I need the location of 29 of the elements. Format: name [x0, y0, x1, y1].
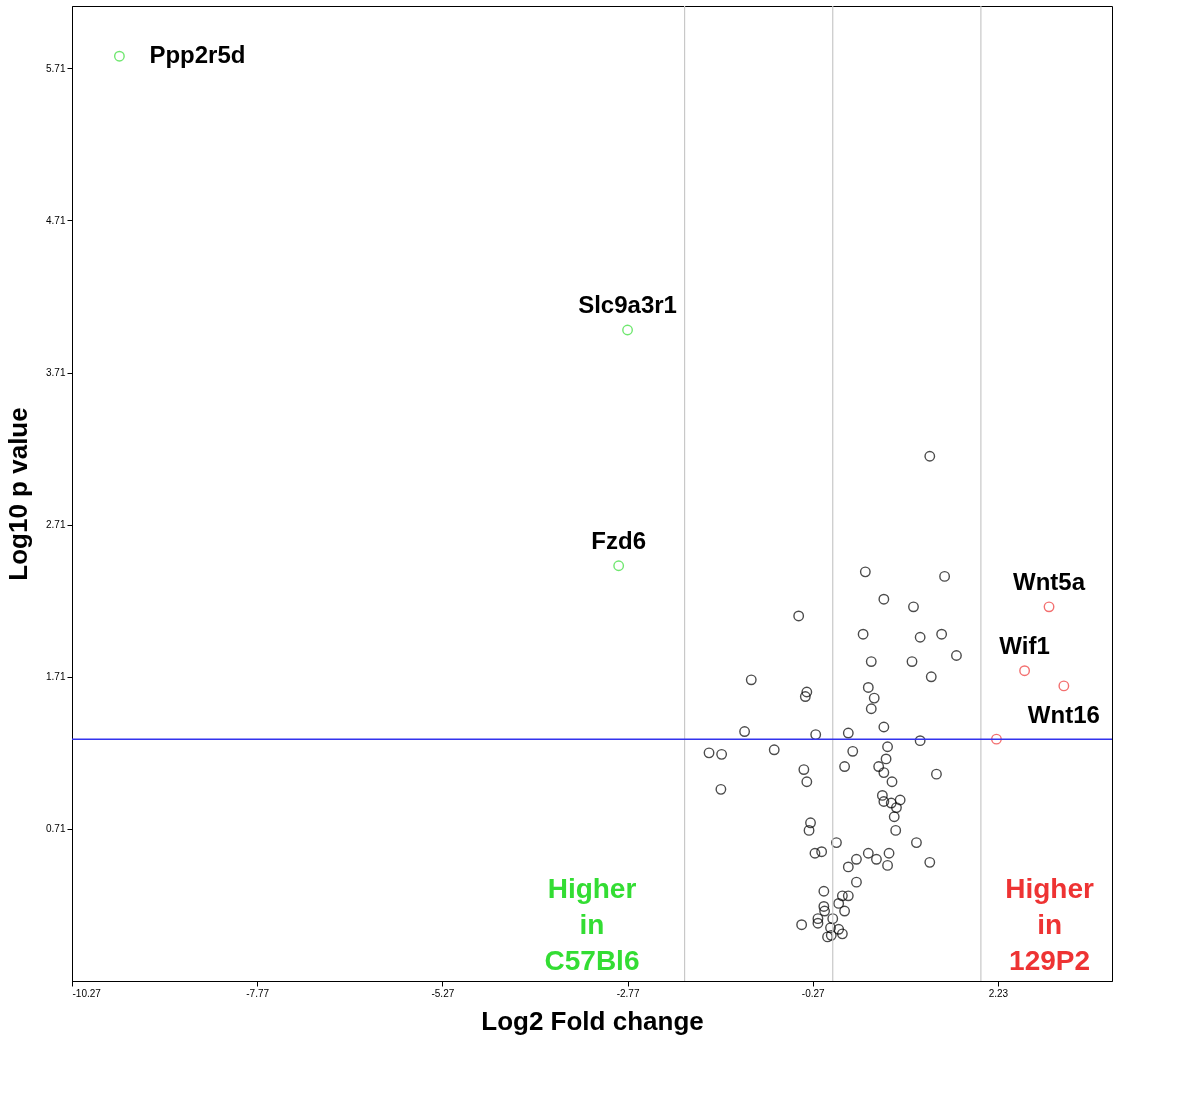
point	[622, 324, 633, 336]
y-tick-label: 1.71	[46, 671, 66, 683]
point	[113, 50, 125, 62]
point	[1043, 601, 1055, 613]
annotation: Wnt16	[1027, 700, 1100, 728]
annotation: Higher in 129P2	[1005, 873, 1095, 976]
x-tick-label: 2.23	[988, 987, 1009, 999]
annotation: Higher in C57Bl6	[544, 873, 640, 976]
annotation: Ppp2r5d	[149, 41, 246, 69]
y-tick-label: 3.71	[46, 367, 66, 379]
x-tick-label: -0.27	[801, 987, 826, 999]
y-tick-label: 0.71	[46, 823, 66, 835]
y-tick-label: 4.71	[46, 214, 66, 226]
y-axis-title: Log10 p value	[3, 407, 34, 581]
annotation: Wif1	[999, 631, 1050, 659]
y-tick-label: 5.71	[46, 62, 66, 74]
x-tick-label: -5.27	[431, 987, 455, 999]
annotation: Fzd6	[591, 526, 646, 554]
point	[1058, 680, 1070, 692]
annotation: Wnt5a	[1013, 567, 1086, 595]
y-tick-label: 2.71	[46, 519, 66, 531]
x-tick-label: -2.77	[616, 987, 640, 999]
point	[613, 560, 625, 572]
x-axis-title: Log2 Fold change	[481, 1005, 704, 1036]
x-tick-label: -10.27	[72, 987, 102, 999]
point	[1019, 665, 1031, 677]
annotation: Slc9a3r1	[578, 290, 677, 318]
point	[991, 733, 1002, 745]
x-tick-label: -7.77	[246, 987, 270, 999]
